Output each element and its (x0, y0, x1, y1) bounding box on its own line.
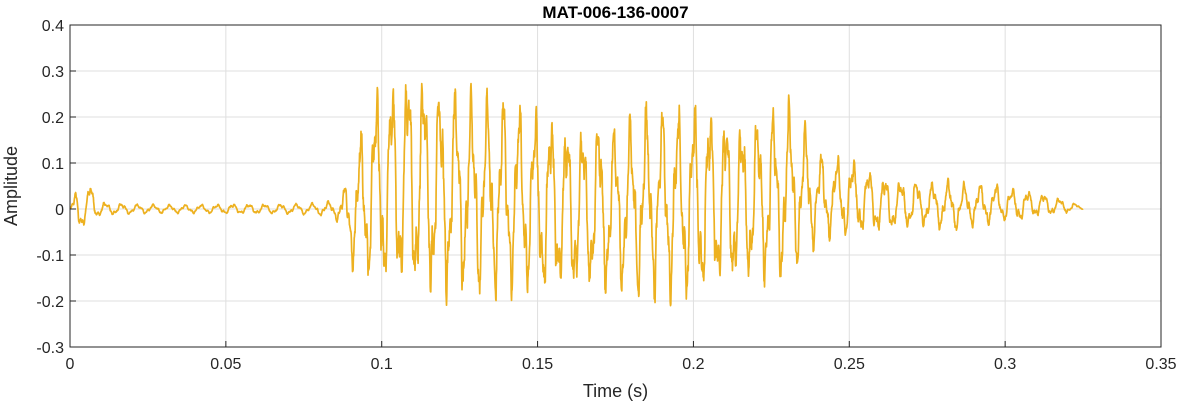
signal-layer (69, 82, 1084, 307)
y-tick-label: 0.1 (42, 156, 64, 173)
x-tick-label: 0 (66, 356, 75, 373)
axes-box (69, 24, 1162, 348)
y-tick-label: 0.2 (42, 110, 64, 127)
tick-layer: 0 0.05 0.1 0.15 0.2 0.25 0.3 0.35 -0.3 -0.2 -0.1 0 0… (36, 18, 1176, 373)
x-tick-label: 0.25 (834, 356, 865, 373)
y-tick-label: -0.3 (36, 340, 64, 357)
x-tick-label: 0.05 (210, 356, 241, 373)
x-tick-label: 0.2 (682, 356, 704, 373)
x-tick-label: 0.3 (994, 356, 1016, 373)
chart-title: MAT-006-136-0007 (542, 3, 688, 22)
x-tick-label: 0.15 (522, 356, 553, 373)
y-tick-label: 0 (55, 202, 64, 219)
y-tick-label: -0.2 (36, 294, 64, 311)
y-tick-label: 0.3 (42, 64, 64, 81)
x-axis-label: Time (s) (583, 381, 648, 401)
y-tick-label: 0.4 (42, 18, 64, 35)
x-tick-label: 0.1 (371, 356, 393, 373)
x-tick-label: 0.35 (1145, 356, 1176, 373)
y-axis-label: Amplitude (1, 146, 21, 226)
y-tick-label: -0.1 (36, 248, 64, 265)
waveform-line (69, 82, 1084, 307)
